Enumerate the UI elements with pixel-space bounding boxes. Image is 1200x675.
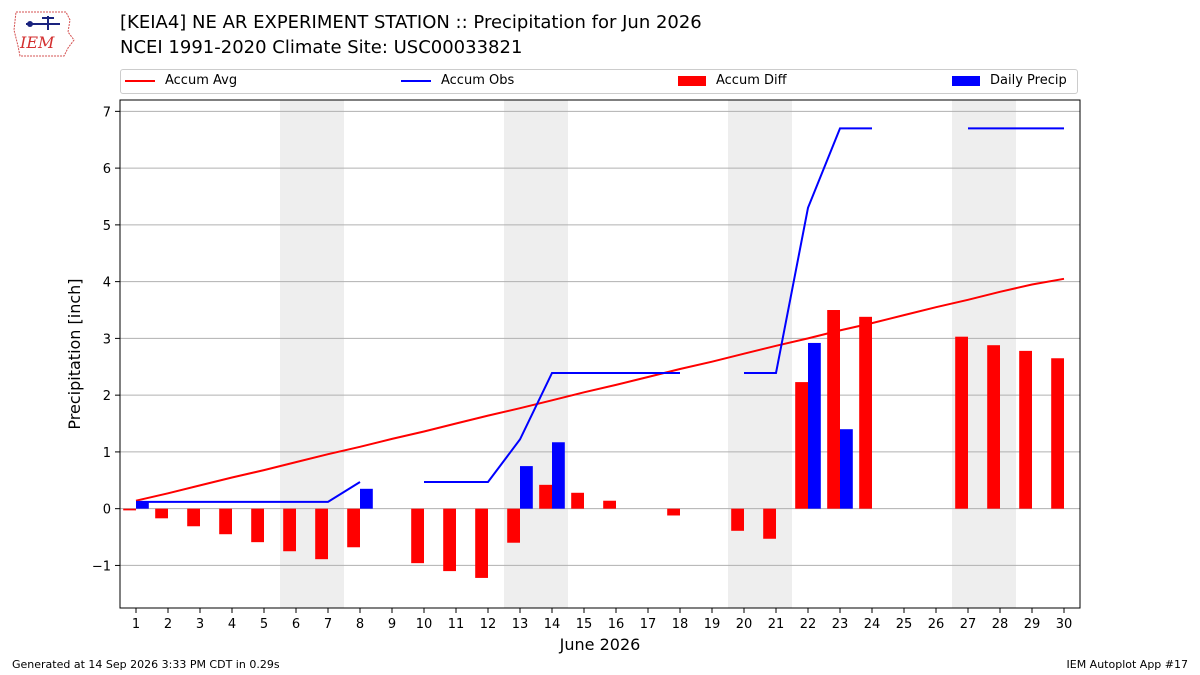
footer-app-id: IEM Autoplot App #17 (1066, 658, 1189, 671)
accum-diff-bar (667, 508, 680, 516)
x-tick-label: 18 (672, 617, 689, 632)
y-tick-label: −1 (92, 559, 111, 574)
x-tick-label: 4 (228, 617, 236, 632)
legend-patch-swatch (678, 75, 706, 86)
accum-diff-bar (795, 382, 808, 509)
x-tick-label: 28 (992, 617, 1009, 632)
x-tick-label: 21 (768, 617, 785, 632)
y-tick-label: 4 (103, 276, 111, 291)
x-tick-label: 15 (576, 617, 593, 632)
iowa-map-logo: IEM (13, 11, 75, 57)
accum-diff-bar (283, 508, 296, 552)
accum-diff-bar (731, 508, 744, 531)
accum-diff-bar (827, 310, 840, 509)
x-tick-label: 30 (1056, 617, 1073, 632)
accum-diff-bar (955, 336, 968, 509)
accum-diff-bar (507, 508, 520, 543)
y-axis-label: Precipitation [inch] (65, 278, 84, 429)
x-tick-label: 12 (480, 617, 497, 632)
accum-avg-line (135, 277, 1065, 502)
accum-diff-bar (763, 508, 776, 539)
y-tick-label: 2 (103, 389, 111, 404)
x-tick-label: 13 (512, 617, 529, 632)
iem-logo: IEM (8, 6, 78, 60)
legend-accum-obs: Accum Obs (401, 73, 514, 88)
x-tick-label: 22 (800, 617, 817, 632)
footer-generated: Generated at 14 Sep 2026 3:33 PM CDT in … (12, 658, 280, 671)
daily-precip-bar (808, 342, 821, 509)
accum-diff-bar (411, 508, 424, 564)
accum-diff-bar (1019, 350, 1032, 509)
x-tick-label: 23 (832, 617, 849, 632)
legend-label: Accum Avg (165, 73, 238, 88)
daily-precip-bar (840, 429, 853, 509)
x-tick-label: 1 (132, 617, 140, 632)
x-tick-label: 9 (388, 617, 396, 632)
y-tick-label: 0 (103, 503, 111, 518)
daily-precip-bar (136, 501, 149, 509)
x-tick-label: 11 (448, 617, 465, 632)
accum-diff-bar (219, 508, 232, 535)
legend-accum-avg: Accum Avg (125, 73, 237, 88)
accum-diff-bar (123, 508, 136, 511)
legend-daily-precip: Daily Precip (952, 73, 1067, 88)
accum-diff-bar (475, 508, 488, 578)
x-tick-label: 3 (196, 617, 204, 632)
x-axis-label: June 2026 (559, 635, 641, 654)
accum-diff-bar (1051, 358, 1064, 509)
x-tick-label: 10 (416, 617, 433, 632)
y-tick-label: 1 (103, 446, 111, 461)
x-tick-label: 29 (1024, 617, 1041, 632)
chart-legend: Accum Avg Accum Obs Accum Diff Daily Pre… (120, 69, 1078, 94)
accum-diff-bar (315, 508, 328, 560)
x-tick-label: 20 (736, 617, 753, 632)
y-tick-label: 6 (103, 162, 111, 177)
x-tick-label: 27 (960, 617, 977, 632)
logo-text: IEM (19, 33, 55, 52)
accum-diff-bar (187, 508, 200, 527)
legend-accum-diff: Accum Diff (678, 73, 787, 88)
y-tick-label: 7 (103, 105, 111, 120)
y-tick-label: 5 (103, 219, 111, 234)
legend-label: Daily Precip (990, 73, 1067, 88)
chart-subtitle: NCEI 1991-2020 Climate Site: USC00033821 (120, 37, 523, 58)
accum-diff-bar (603, 500, 616, 509)
weekend-shade (728, 100, 792, 608)
legend-label: Accum Diff (716, 73, 787, 88)
x-tick-label: 7 (324, 617, 332, 632)
accum-diff-bar (251, 508, 264, 543)
x-tick-label: 25 (896, 617, 913, 632)
x-tick-label: 24 (864, 617, 881, 632)
chart-title: [KEIA4] NE AR EXPERIMENT STATION :: Prec… (120, 12, 702, 33)
accum-diff-bar (347, 508, 360, 548)
accum-diff-bar (987, 345, 1000, 509)
accum-diff-bar (859, 316, 872, 509)
accum-diff-bar (539, 484, 552, 509)
x-tick-label: 16 (608, 617, 625, 632)
legend-label: Accum Obs (441, 73, 515, 88)
x-tick-label: 8 (356, 617, 364, 632)
daily-precip-bar (360, 488, 373, 509)
x-tick-label: 17 (640, 617, 657, 632)
accum-diff-bar (571, 492, 584, 509)
plot-frame (119, 99, 1081, 609)
accum-obs-line (136, 127, 1064, 503)
daily-precip-bar (520, 466, 533, 509)
x-tick-label: 14 (544, 617, 561, 632)
accum-diff-bar (155, 508, 168, 519)
x-tick-label: 26 (928, 617, 945, 632)
x-tick-label: 19 (704, 617, 721, 632)
x-tick-label: 2 (164, 617, 172, 632)
legend-line-swatch (125, 79, 155, 82)
daily-precip-bar (552, 442, 565, 509)
x-tick-label: 5 (260, 617, 268, 632)
legend-line-swatch (401, 79, 431, 82)
accum-diff-bar (443, 508, 456, 572)
y-tick-label: 3 (103, 332, 111, 347)
x-tick-label: 6 (292, 617, 300, 632)
legend-patch-swatch (952, 75, 980, 86)
